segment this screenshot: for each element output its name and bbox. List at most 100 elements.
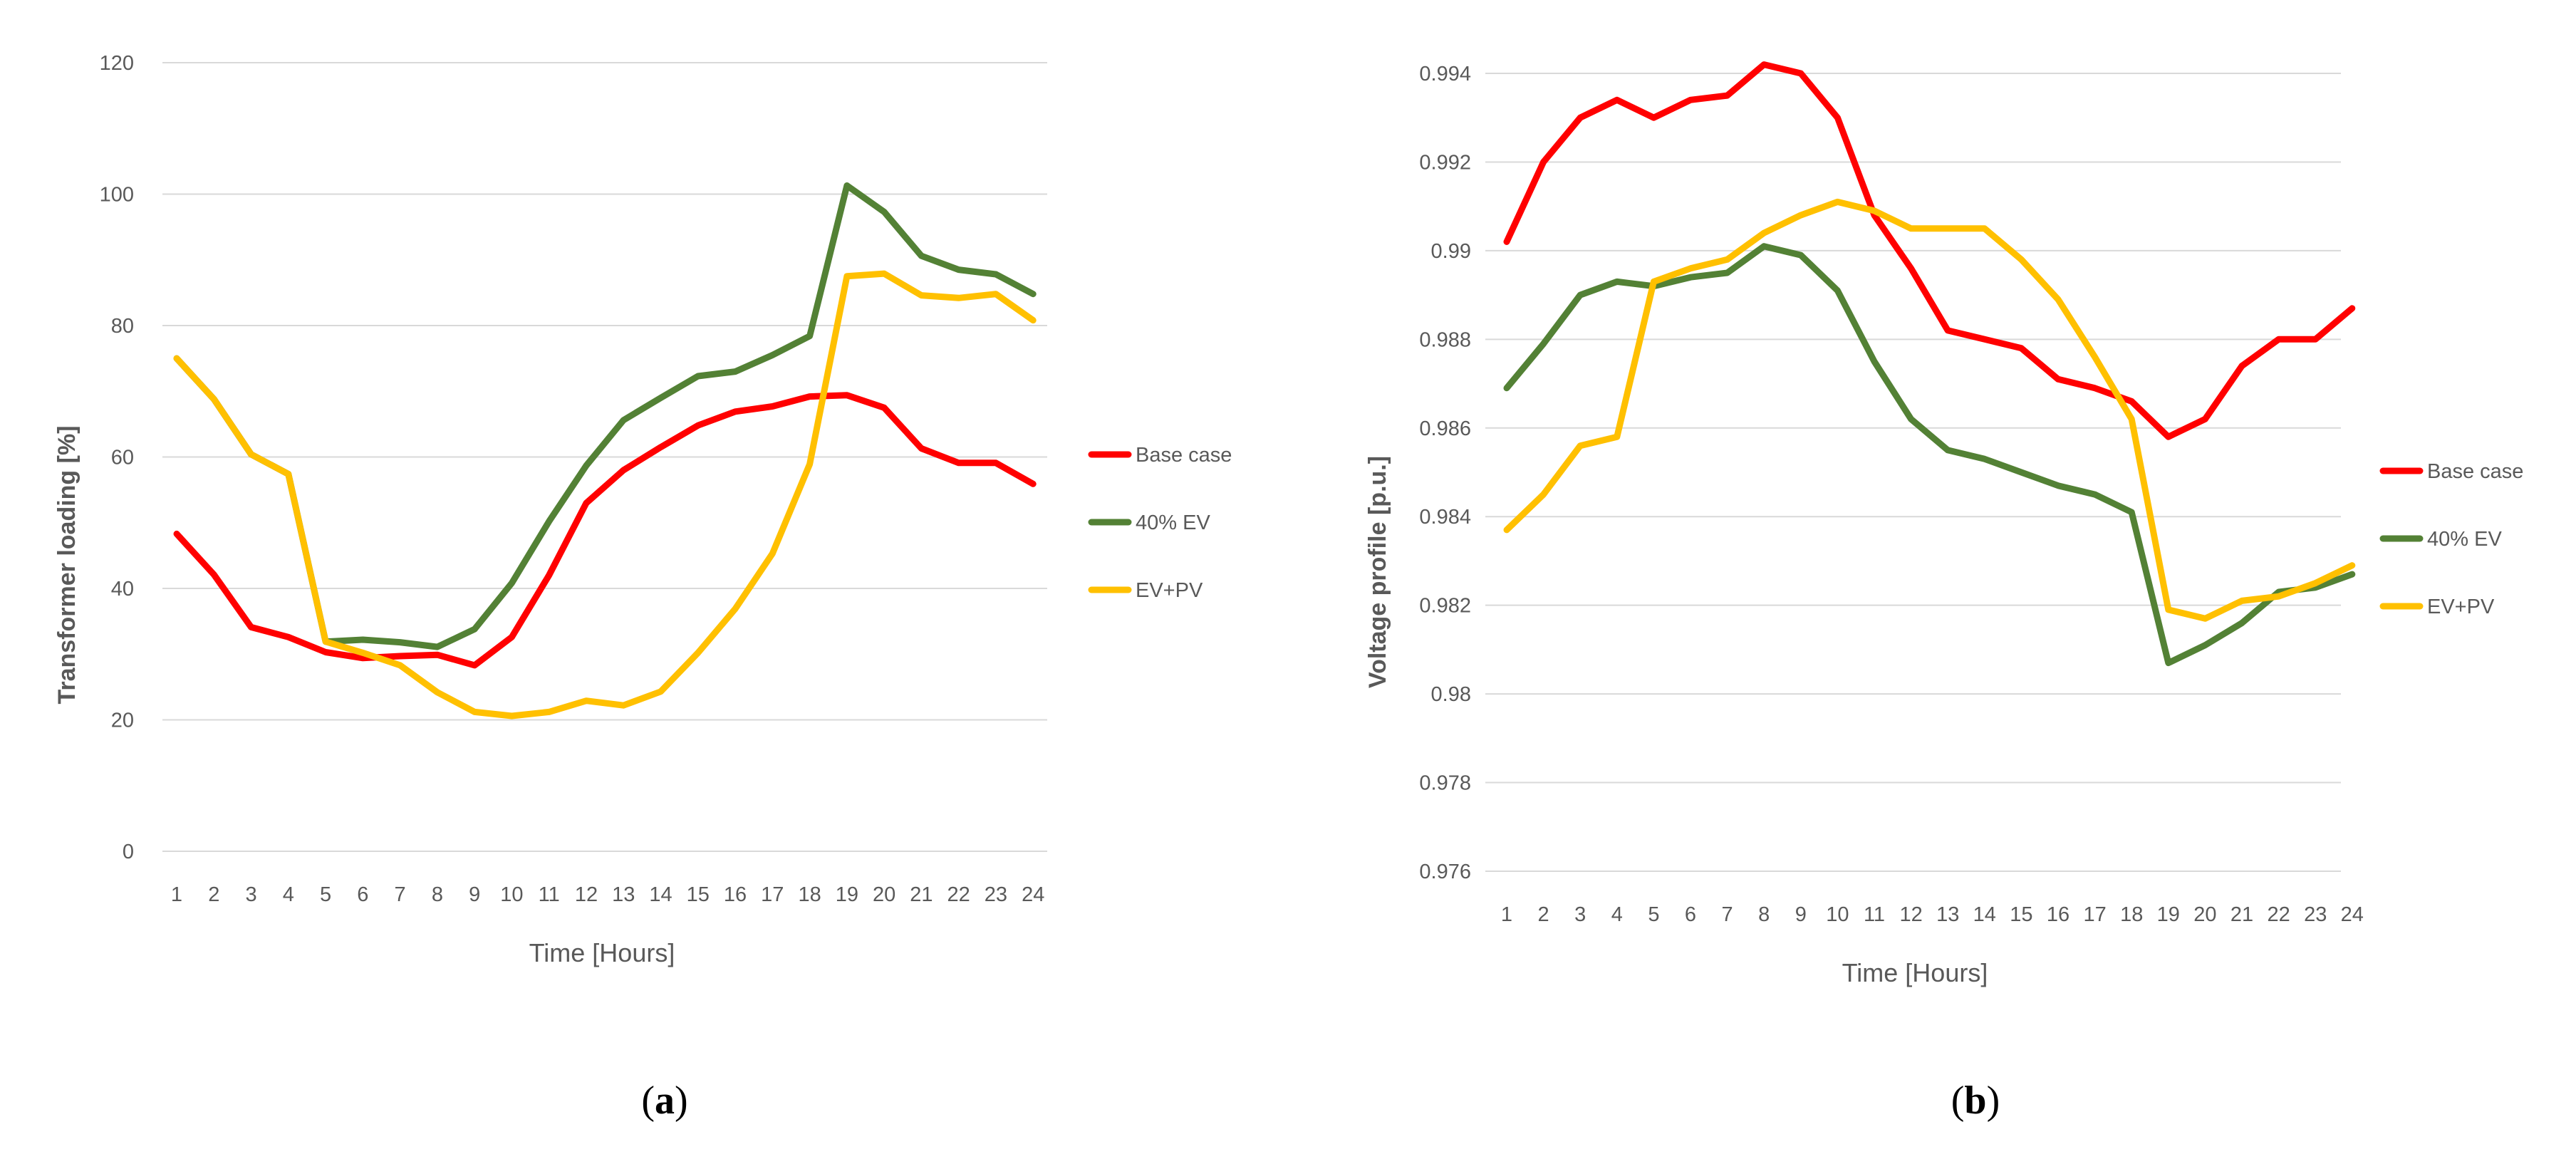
x-tick-label: 6	[1685, 903, 1696, 926]
y-tick-label: 120	[100, 52, 134, 75]
x-tick-label: 21	[2230, 903, 2253, 926]
x-tick-label: 19	[2157, 903, 2180, 926]
y-axis-title: Transformer loading [%]	[53, 425, 80, 704]
x-tick-label: 16	[2047, 903, 2069, 926]
legend-label: 40% EV	[1136, 511, 1210, 534]
y-tick-label: 0.982	[1419, 595, 1471, 618]
legend-label: Base case	[1136, 444, 1232, 467]
x-tick-label: 24	[2341, 903, 2364, 926]
y-tick-label: 0	[123, 841, 134, 863]
x-tick-label: 3	[1574, 903, 1586, 926]
x-tick-label: 8	[1758, 903, 1770, 926]
y-tick-label: 100	[100, 184, 134, 207]
x-tick-label: 11	[1864, 903, 1885, 926]
x-tick-label: 7	[1722, 903, 1733, 926]
y-tick-label: 60	[111, 447, 134, 469]
x-tick-label: 10	[500, 883, 523, 906]
x-tick-label: 10	[1826, 903, 1849, 926]
x-tick-label: 4	[283, 883, 294, 906]
legend-item: Base case	[1088, 444, 1232, 467]
x-tick-label: 6	[357, 883, 368, 906]
x-tick-label: 12	[575, 883, 598, 906]
x-tick-label: 15	[2010, 903, 2032, 926]
x-tick-label: 11	[539, 883, 560, 906]
x-tick-label: 3	[245, 883, 256, 906]
x-tick-label: 20	[873, 883, 895, 906]
x-tick-label: 2	[208, 883, 219, 906]
x-tick-label: 9	[469, 883, 480, 906]
series-line-40-ev	[1503, 243, 2356, 667]
series-line-ev-pv	[173, 270, 1037, 719]
y-tick-label: 0.976	[1419, 861, 1471, 883]
y-gridlines	[1485, 73, 2341, 872]
panel-label: (a)	[641, 1079, 687, 1123]
y-gridlines	[162, 62, 1047, 852]
y-tick-label: 40	[111, 578, 134, 601]
legend: Base case 40% EV EV+PV	[1088, 444, 1232, 602]
legend-label: 40% EV	[2427, 528, 2502, 551]
x-axis-title: Time [Hours]	[529, 938, 675, 967]
x-tick-label: 22	[2267, 903, 2290, 926]
x-tick-label: 22	[947, 883, 970, 906]
y-tick-label: 20	[111, 710, 134, 732]
y-tick-labels: 0 20 40 60 80 100 120	[100, 52, 134, 863]
x-tick-label: 18	[798, 883, 821, 906]
legend-item: 40% EV	[2379, 528, 2502, 551]
x-tick-label: 16	[724, 883, 747, 906]
y-tick-label: 0.994	[1419, 63, 1471, 85]
x-tick-label: 20	[2193, 903, 2216, 926]
x-tick-label: 21	[910, 883, 933, 906]
x-tick-label: 2	[1538, 903, 1549, 926]
x-tick-labels: 1 2 3 4 5 6 7 8 9 10 11 12 13 14 15 16 17 18 19 20 21 22 23 24	[1501, 903, 2364, 926]
legend-item: EV+PV	[2379, 596, 2495, 618]
x-axis-title: Time [Hours]	[1842, 958, 1988, 987]
x-tick-label: 15	[687, 883, 710, 906]
x-tick-label: 7	[395, 883, 406, 906]
legend-label: EV+PV	[1136, 579, 1203, 602]
y-tick-label: 0.992	[1419, 151, 1471, 174]
legend-item: EV+PV	[1088, 579, 1203, 602]
x-tick-label: 13	[1936, 903, 1959, 926]
x-tick-label: 24	[1022, 883, 1044, 906]
x-tick-label: 23	[985, 883, 1007, 906]
x-tick-label: 5	[320, 883, 331, 906]
x-tick-label: 5	[1648, 903, 1659, 926]
legend-label: Base case	[2427, 460, 2523, 483]
x-tick-labels: 1 2 3 4 5 6 7 8 9 10 11 12 13 14 15 16 17 18 19 20 21 22 23 24	[171, 883, 1044, 906]
y-tick-label: 0.978	[1419, 772, 1471, 795]
x-tick-label: 18	[2120, 903, 2143, 926]
legend-item: Base case	[2379, 460, 2523, 483]
y-tick-labels: 0.976 0.978 0.98 0.982 0.984 0.986 0.988 0.99 0.…	[1419, 63, 1471, 883]
y-axis-title: Voltage profile [p.u.]	[1364, 456, 1391, 688]
panel-label: (b)	[1951, 1079, 2000, 1123]
series-lines	[1503, 61, 2356, 667]
x-tick-label: 1	[1501, 903, 1512, 926]
y-tick-label: 0.986	[1419, 417, 1471, 440]
x-tick-label: 12	[1899, 903, 1922, 926]
y-tick-label: 0.98	[1431, 683, 1471, 706]
x-tick-label: 23	[2304, 903, 2327, 926]
x-tick-label: 9	[1795, 903, 1807, 926]
x-tick-label: 17	[761, 883, 784, 906]
y-tick-label: 0.99	[1431, 240, 1471, 263]
x-tick-label: 1	[171, 883, 182, 906]
x-tick-label: 14	[649, 883, 672, 906]
series-line-base-case	[1503, 61, 2356, 440]
legend-label: EV+PV	[2427, 596, 2495, 618]
series-lines	[173, 182, 1037, 719]
y-tick-label: 0.984	[1419, 506, 1471, 529]
x-tick-label: 4	[1611, 903, 1623, 926]
x-tick-label: 19	[836, 883, 858, 906]
x-tick-label: 17	[2083, 903, 2106, 926]
x-tick-label: 8	[432, 883, 443, 906]
y-tick-label: 0.988	[1419, 328, 1471, 351]
x-tick-label: 13	[612, 883, 635, 906]
series-line-ev-pv	[1503, 198, 2356, 622]
legend-item: 40% EV	[1088, 511, 1210, 534]
y-tick-label: 80	[111, 315, 134, 338]
legend: Base case 40% EV EV+PV	[2379, 460, 2523, 618]
series-line-base-case	[173, 392, 1037, 669]
